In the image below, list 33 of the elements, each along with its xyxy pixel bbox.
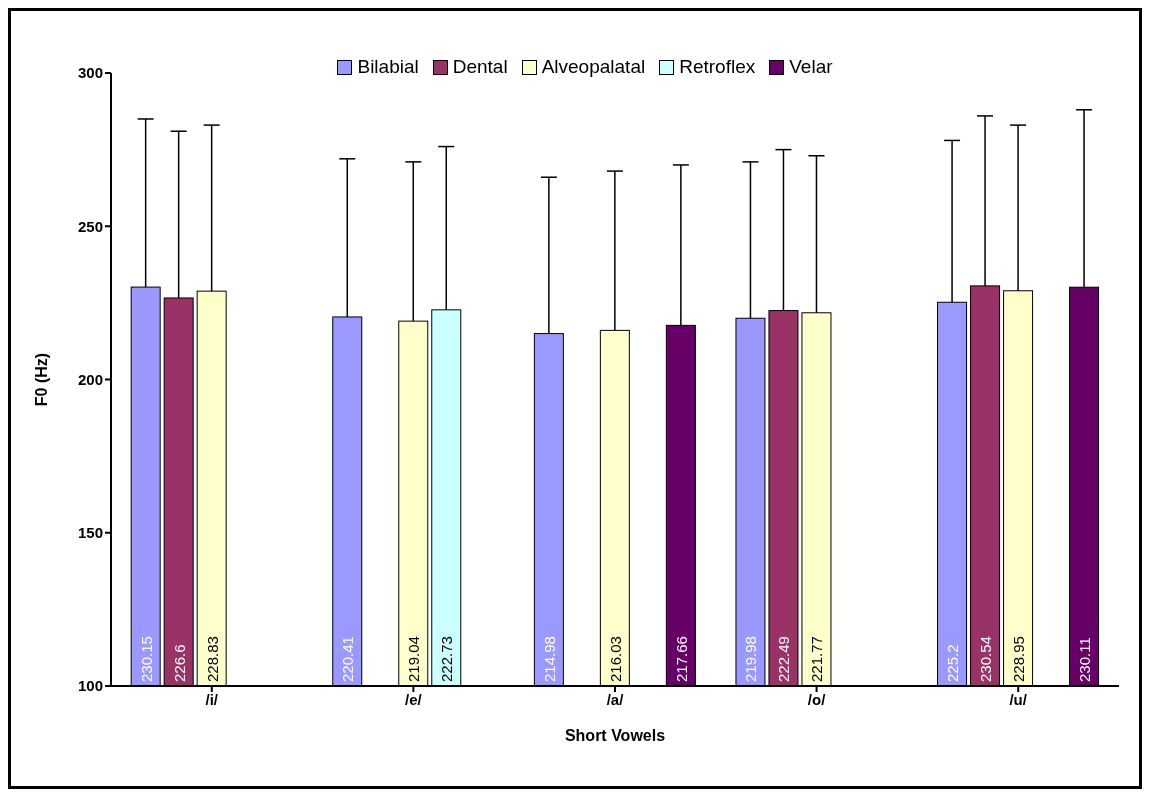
legend-label: Bilabial <box>357 56 419 78</box>
data-label: 230.15 <box>137 636 155 682</box>
data-label: 228.83 <box>203 636 221 682</box>
data-label: 222.73 <box>438 636 456 682</box>
data-label: 230.11 <box>1076 637 1094 682</box>
legend-label: Alveopalatal <box>541 56 646 78</box>
data-label: 214.98 <box>540 636 558 682</box>
data-label: 217.66 <box>672 636 690 682</box>
y-axis-title: F0 (Hz) <box>32 352 50 407</box>
data-label: 219.04 <box>405 636 423 682</box>
legend-label: Retroflex <box>679 56 756 78</box>
data-label: 226.6 <box>170 644 188 682</box>
y-tick-label: 250 <box>77 217 103 235</box>
legend-label: Dental <box>452 56 508 78</box>
x-tick-label: /u/ <box>1009 690 1028 708</box>
y-tick-label: 100 <box>77 677 103 695</box>
x-tick-label: /e/ <box>405 690 423 708</box>
y-tick-label: 300 <box>77 64 103 82</box>
x-axis-title: Short Vowels <box>564 727 666 744</box>
data-label: 222.49 <box>775 636 793 682</box>
data-label: 230.54 <box>977 636 995 682</box>
x-tick-label: /a/ <box>606 690 625 708</box>
data-label: 221.77 <box>808 636 826 682</box>
x-tick-label: /i/ <box>205 690 219 708</box>
legend-label: Velar <box>789 56 833 78</box>
x-tick-label: /o/ <box>807 690 827 708</box>
data-label: 220.41 <box>339 636 357 682</box>
data-label: 216.03 <box>606 636 624 682</box>
y-tick-label: 150 <box>77 524 103 542</box>
y-tick-label: 200 <box>77 370 103 388</box>
data-label: 228.95 <box>1010 636 1028 682</box>
data-label: 219.98 <box>742 636 760 682</box>
data-label: 225.2 <box>944 644 962 682</box>
